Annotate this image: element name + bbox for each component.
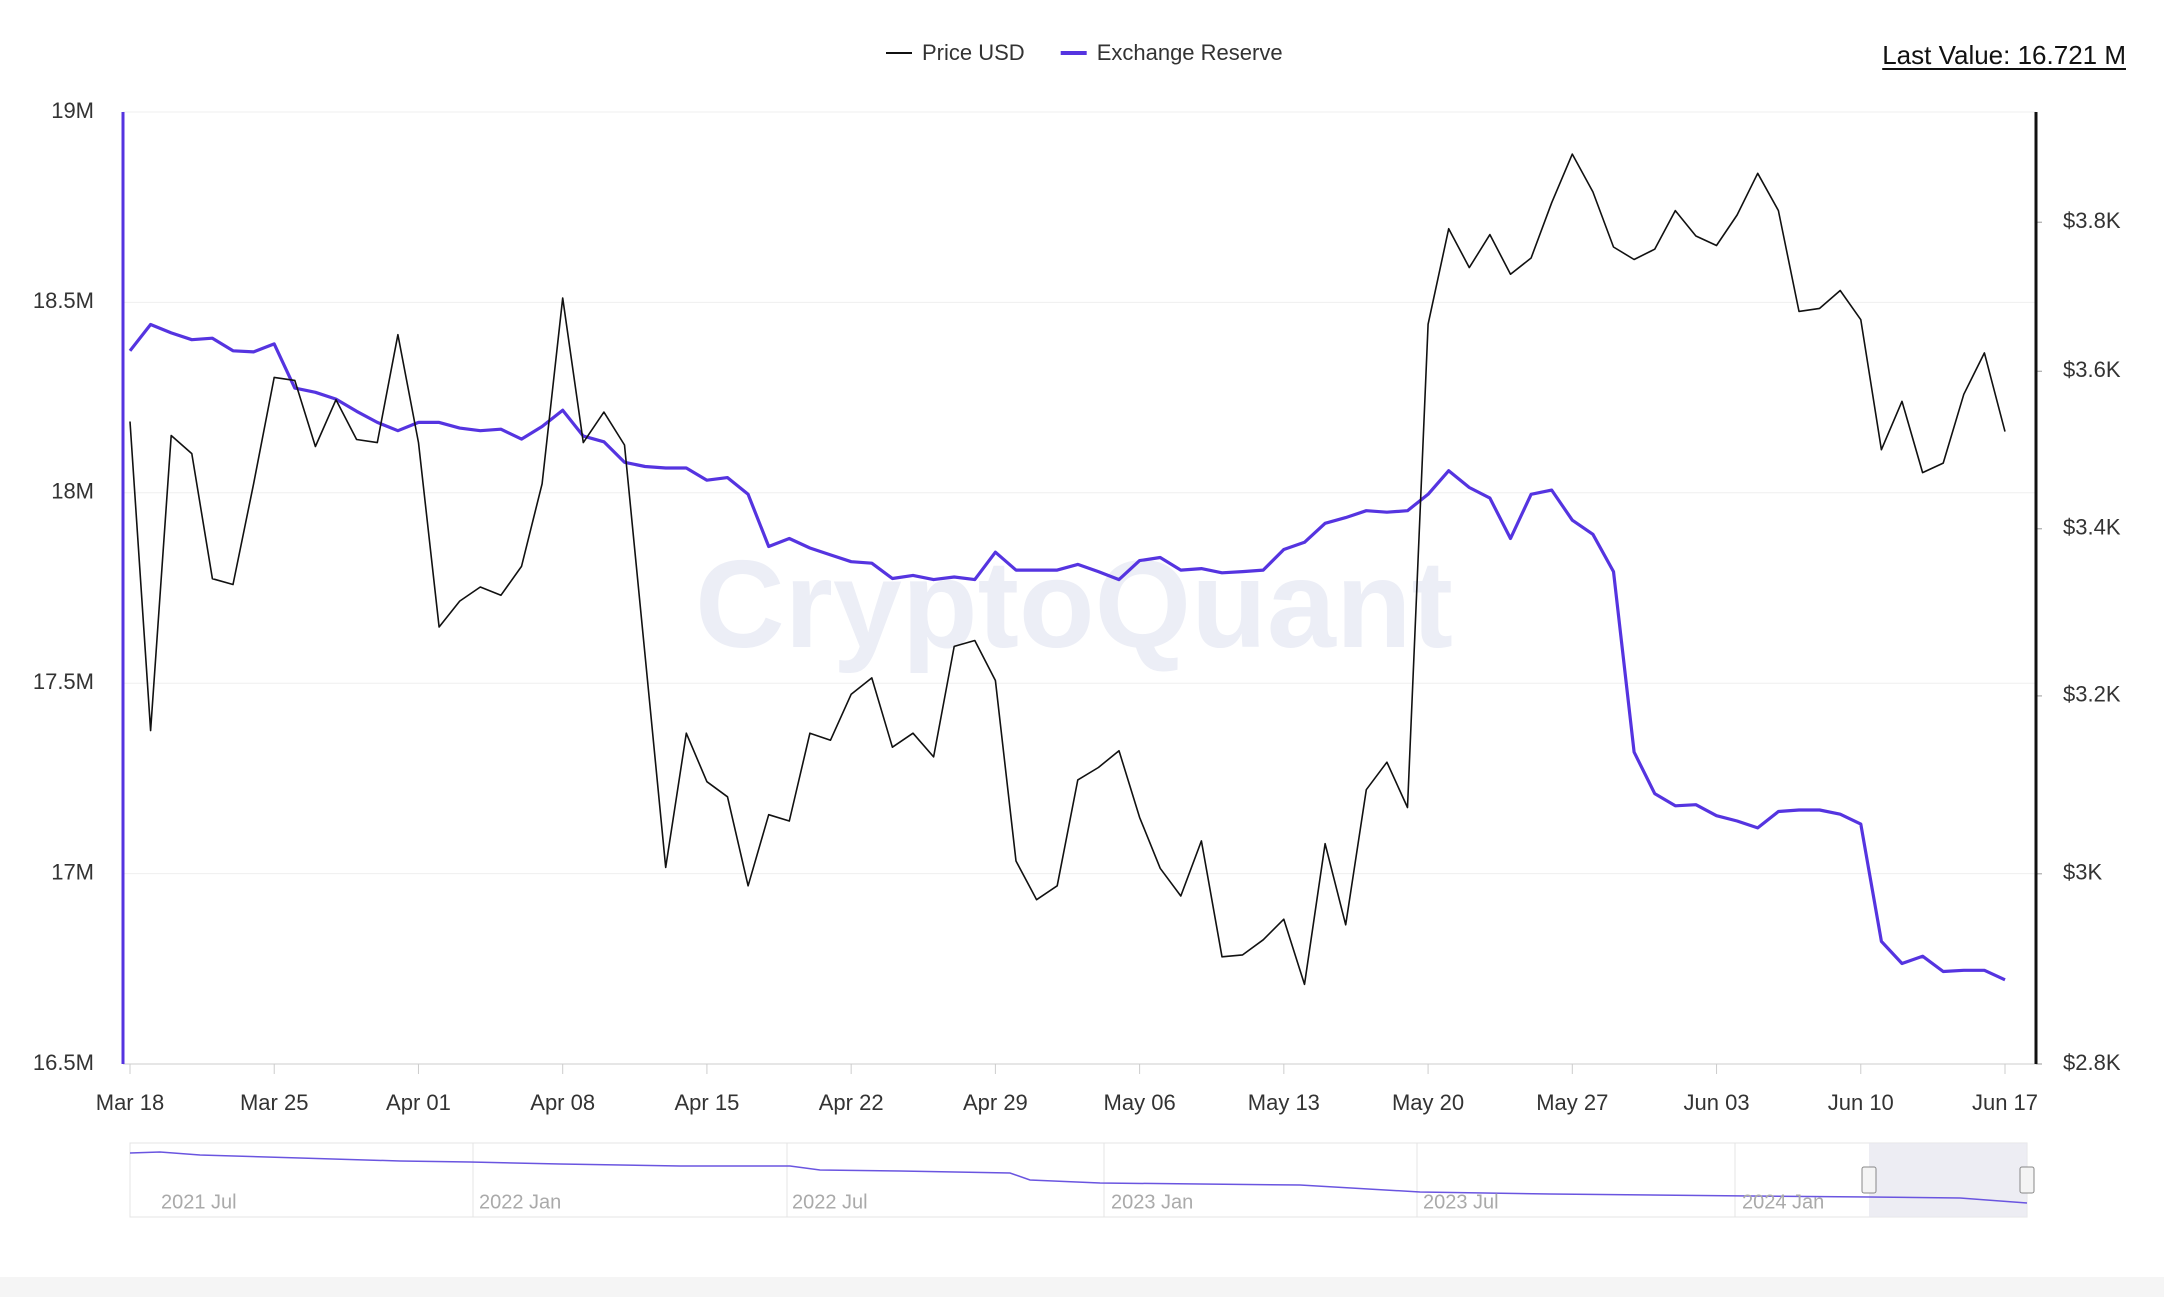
- y-tick-label: 17M: [51, 859, 94, 884]
- navigator-label: 2023 Jan: [1111, 1191, 1193, 1213]
- legend-label: Price USD: [922, 40, 1025, 65]
- y-tick-label: 19M: [51, 98, 94, 123]
- watermark: CryptoQuant: [695, 536, 1453, 674]
- x-tick-label: May 27: [1536, 1090, 1608, 1115]
- x-tick-label: Apr 15: [675, 1090, 740, 1115]
- x-tick-label: Mar 18: [96, 1090, 164, 1115]
- y2-tick-label: $3.8K: [2063, 208, 2121, 233]
- y-tick-label: 16.5M: [33, 1050, 94, 1075]
- x-tick-label: Jun 17: [1972, 1090, 2038, 1115]
- y-tick-label: 18.5M: [33, 288, 94, 313]
- navigator-label: 2021 Jul: [161, 1191, 237, 1213]
- navigator-label: 2022 Jan: [479, 1191, 561, 1213]
- x-tick-label: Apr 08: [530, 1090, 595, 1115]
- navigator-handle[interactable]: [1861, 1166, 1877, 1194]
- x-tick-label: Apr 22: [819, 1090, 884, 1115]
- y2-tick-label: $2.8K: [2063, 1050, 2121, 1075]
- x-tick-label: May 20: [1392, 1090, 1464, 1115]
- x-tick-label: May 06: [1104, 1090, 1176, 1115]
- y2-tick-label: $3.2K: [2063, 682, 2121, 707]
- navigator-label: 2023 Jul: [1423, 1191, 1499, 1213]
- navigator-line: [129, 1151, 2028, 1204]
- footer-strip: [0, 1277, 2164, 1297]
- series-line: [128, 322, 2006, 982]
- y2-tick-label: $3.4K: [2063, 515, 2121, 540]
- y2-tick-label: $3K: [2063, 860, 2102, 885]
- x-tick-label: Mar 25: [240, 1090, 308, 1115]
- x-tick-label: Jun 10: [1828, 1090, 1894, 1115]
- navigator: 2021 Jul 2022 Jan 2022 Jul 2023 Jan 2023 Jul…: [129, 1142, 2035, 1218]
- x-tick-label: Jun 03: [1684, 1090, 1750, 1115]
- navigator-handle[interactable]: [2019, 1166, 2035, 1194]
- x-tick-label: Apr 29: [963, 1090, 1028, 1115]
- x-tick-label: May 13: [1248, 1090, 1320, 1115]
- x-tick-label: Apr 01: [386, 1090, 451, 1115]
- navigator-label: 2022 Jul: [792, 1191, 868, 1213]
- navigator-label: 2024 Jan: [1742, 1191, 1824, 1213]
- navigator-selection[interactable]: [1869, 1143, 2027, 1217]
- y2-tick-label: $3.6K: [2063, 357, 2121, 382]
- y-tick-label: 17.5M: [33, 669, 94, 694]
- legend-label: Exchange Reserve: [1097, 40, 1283, 65]
- last-value: Last Value: 16.721 M: [1882, 40, 2126, 70]
- series-line: [129, 153, 2006, 986]
- y-tick-label: 18M: [51, 479, 94, 504]
